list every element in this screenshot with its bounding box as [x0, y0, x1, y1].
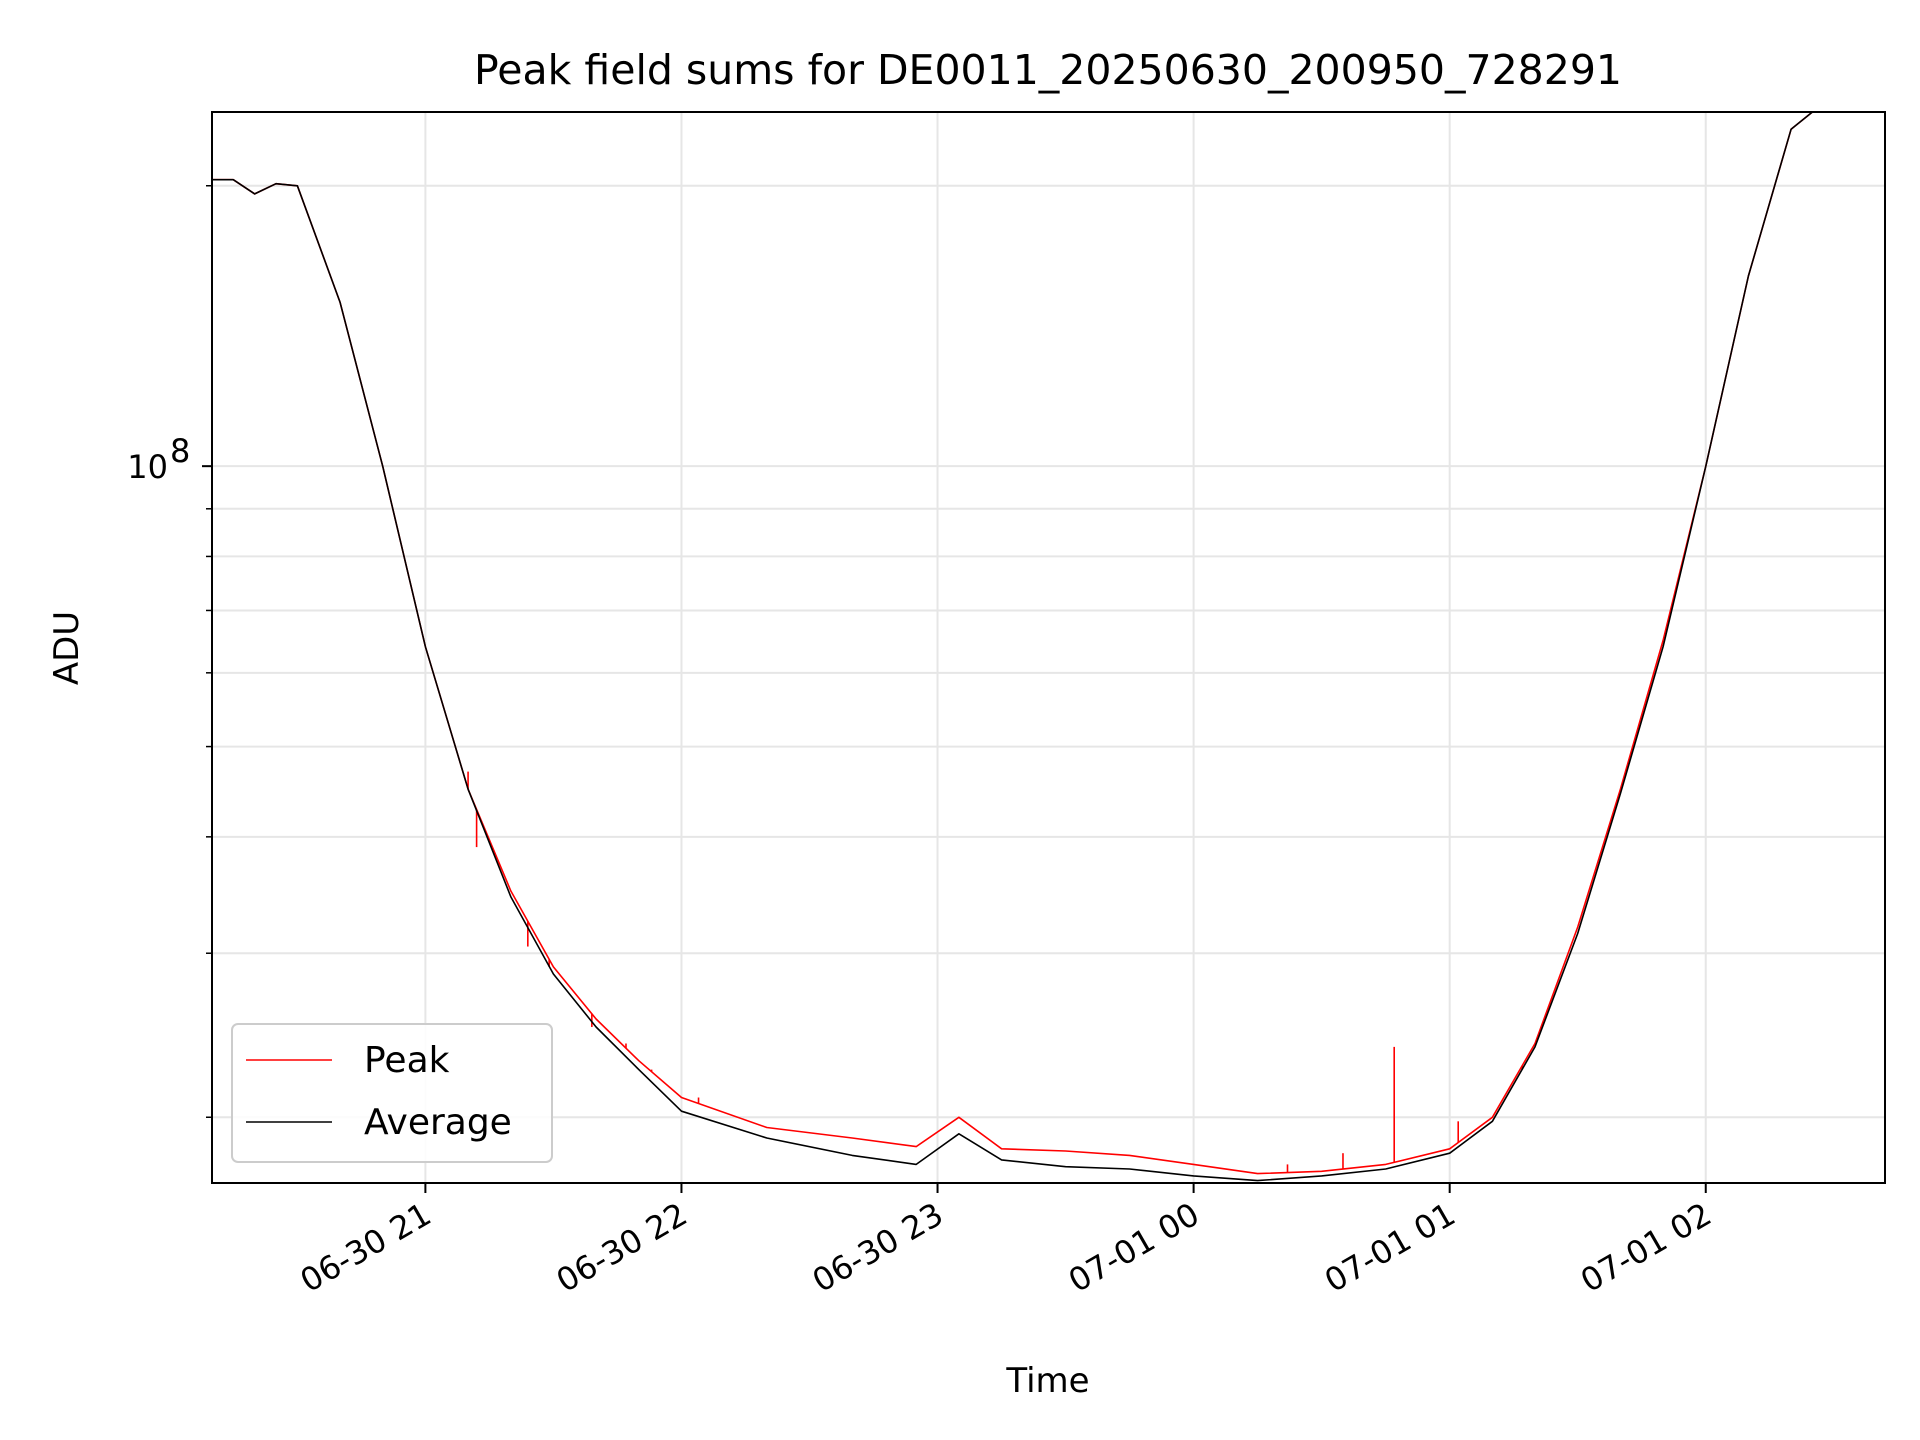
series-line-average: [212, 112, 1885, 1182]
chart-title: Peak field sums for DE0011_20250630_2009…: [474, 46, 1622, 94]
series-layer: [212, 112, 1885, 1182]
legend-label-peak: Peak: [364, 1040, 450, 1081]
legend-box: [231, 1023, 553, 1163]
y-tick-exponent: 8: [170, 432, 190, 470]
plot-frame: [211, 111, 1886, 1184]
legend: Peak Average: [231, 1023, 553, 1163]
x-axis-label: Time: [1005, 1361, 1089, 1401]
y-axis-label: ADU: [47, 611, 87, 685]
grid: [212, 112, 1885, 1183]
y-tick-label: 10: [127, 448, 168, 486]
series-average: [212, 112, 1885, 1182]
legend-label-average: Average: [364, 1102, 512, 1143]
